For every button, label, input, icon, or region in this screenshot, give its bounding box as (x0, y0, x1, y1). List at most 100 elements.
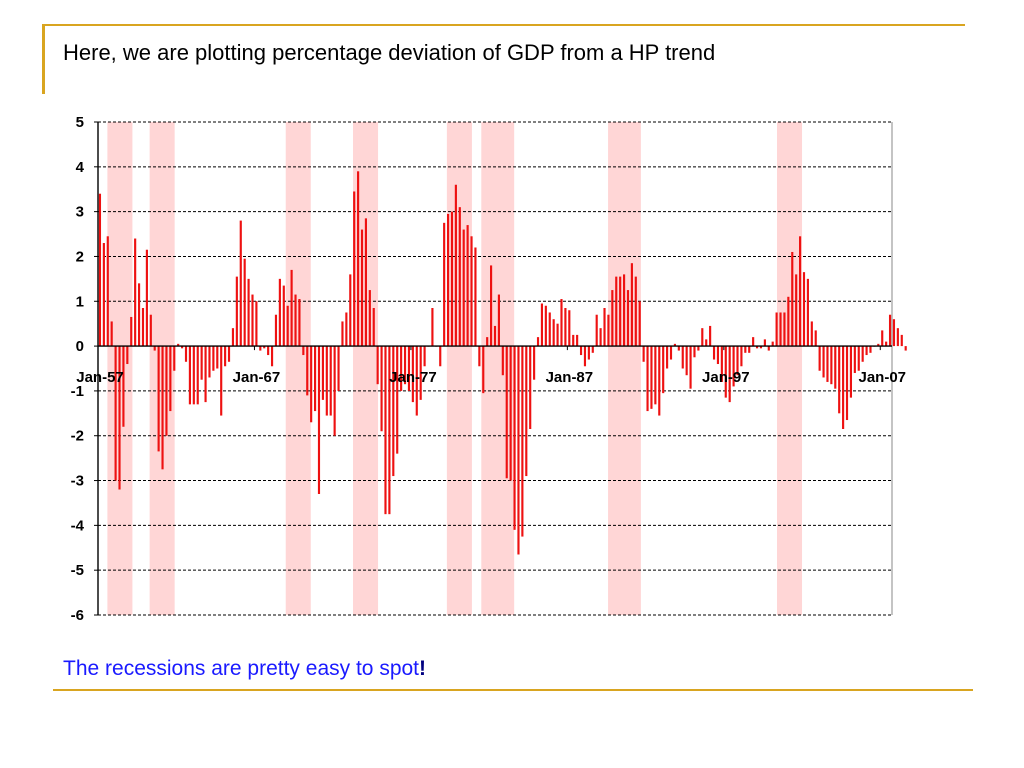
bar-30 (216, 346, 219, 369)
bar-63 (345, 312, 348, 347)
bar-9 (134, 238, 137, 347)
bar-104 (505, 346, 508, 479)
bar-100 (490, 265, 493, 347)
bar-108 (521, 346, 524, 537)
bar-141 (650, 346, 653, 409)
bar-154 (701, 328, 704, 347)
bar-174 (779, 312, 782, 347)
bar-119 (564, 308, 567, 347)
bar-37 (243, 258, 246, 347)
gdp-deviation-bars (98, 171, 907, 555)
bar-164 (740, 346, 743, 367)
bar-42 (263, 346, 266, 349)
recession-band-6 (481, 122, 515, 615)
bar-197 (869, 346, 872, 353)
bar-155 (705, 339, 708, 347)
bar-196 (865, 346, 868, 356)
bar-1 (102, 243, 105, 347)
left-accent-rule (42, 24, 45, 94)
bar-114 (544, 305, 547, 347)
bar-85 (431, 308, 434, 347)
bar-92 (458, 207, 461, 347)
bar-113 (540, 303, 544, 347)
bar-171 (767, 346, 770, 351)
bar-168 (755, 346, 759, 349)
recession-band-4 (353, 122, 379, 615)
bar-98 (482, 346, 485, 394)
caption-text: The recessions are pretty easy to spot (63, 657, 420, 680)
bar-160 (724, 346, 727, 398)
bar-152 (693, 346, 696, 358)
bar-151 (689, 346, 692, 389)
bar-186 (826, 346, 829, 382)
bar-46 (278, 278, 281, 347)
recession-bands (107, 122, 803, 615)
bar-64 (349, 274, 352, 347)
bar-110 (529, 346, 532, 429)
bar-139 (642, 346, 645, 362)
bar-93 (462, 229, 465, 347)
bar-126 (591, 346, 594, 353)
bar-12 (145, 249, 148, 347)
bar-181 (806, 278, 809, 347)
bar-115 (548, 312, 551, 347)
bar-26 (200, 346, 203, 380)
bar-39 (251, 294, 254, 347)
bar-133 (619, 276, 622, 347)
bar-27 (204, 346, 207, 403)
bar-0 (98, 193, 102, 347)
bar-206 (904, 346, 907, 351)
bar-140 (646, 346, 649, 412)
bar-162 (732, 346, 735, 387)
bar-112 (536, 337, 540, 347)
bar-16 (161, 346, 164, 470)
x-tick-label: Jan-67 (233, 369, 281, 386)
x-tick-label: Jan-57 (76, 369, 124, 386)
bar-117 (556, 323, 559, 347)
bar-61 (337, 346, 340, 391)
bar-165 (744, 346, 747, 353)
bar-80 (411, 346, 414, 403)
bar-77 (400, 346, 403, 391)
bar-38 (247, 278, 250, 347)
recession-band-5 (446, 122, 472, 615)
bar-25 (196, 346, 199, 405)
bar-105 (509, 346, 512, 481)
bar-60 (333, 346, 336, 436)
bar-191 (845, 346, 849, 421)
bar-142 (654, 346, 657, 405)
y-tick-label: -4 (71, 517, 85, 534)
bar-50 (294, 294, 297, 347)
bar-177 (791, 251, 794, 347)
bar-130 (607, 314, 610, 347)
bar-123 (579, 346, 583, 356)
bar-157 (712, 346, 716, 360)
bar-59 (329, 346, 332, 416)
bar-95 (470, 236, 473, 347)
bar-129 (603, 308, 606, 347)
top-accent-rule (43, 24, 965, 26)
bar-204 (896, 328, 899, 347)
bar-158 (716, 346, 720, 365)
bar-36 (239, 220, 242, 347)
bar-116 (552, 319, 555, 347)
bar-189 (838, 346, 841, 414)
bar-179 (799, 236, 802, 347)
bar-193 (853, 346, 856, 373)
bar-10 (137, 283, 141, 347)
bar-143 (658, 346, 661, 416)
bar-138 (638, 301, 641, 347)
bar-41 (259, 346, 262, 351)
bar-31 (220, 346, 223, 416)
y-tick-label: 4 (76, 159, 85, 176)
bar-33 (227, 346, 231, 362)
bar-190 (842, 346, 845, 429)
bar-163 (736, 346, 739, 376)
bar-180 (802, 272, 806, 347)
bar-14 (153, 346, 156, 351)
bar-199 (877, 343, 880, 347)
bar-175 (783, 312, 786, 347)
bar-102 (497, 294, 500, 347)
